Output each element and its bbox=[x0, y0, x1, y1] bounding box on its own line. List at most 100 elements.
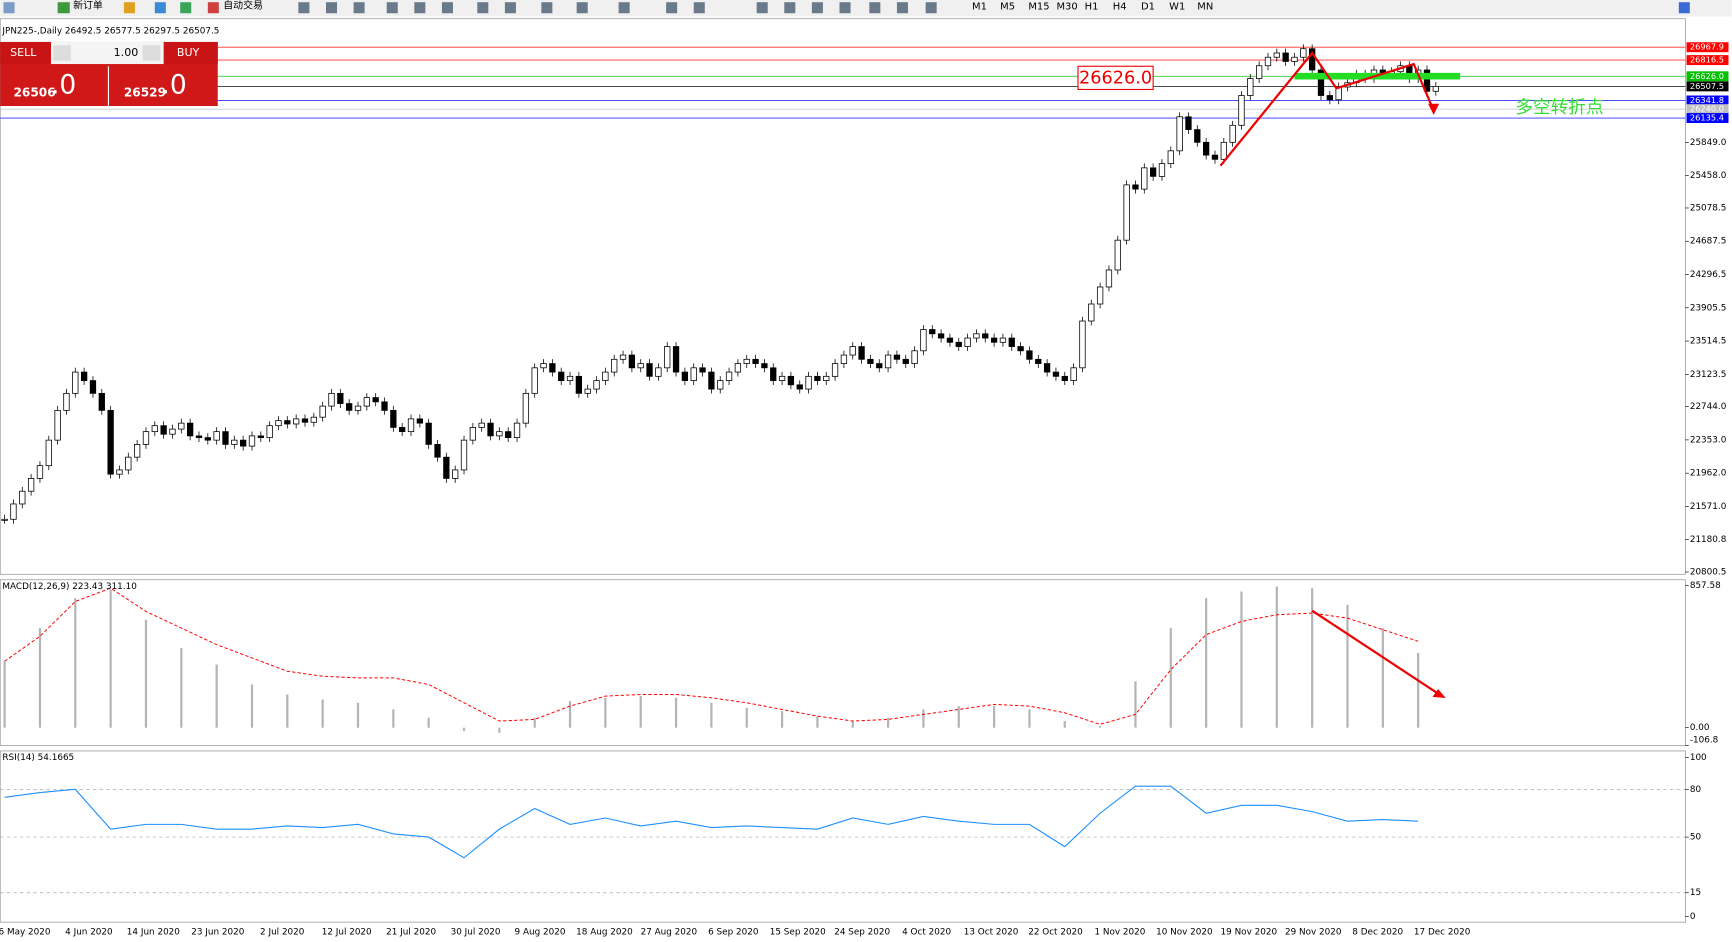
candle bbox=[920, 329, 927, 352]
macd-bar bbox=[533, 717, 536, 728]
candle bbox=[222, 431, 229, 445]
y-tick-label: 24296.5 bbox=[1690, 270, 1727, 280]
macd-bar bbox=[568, 701, 572, 728]
candle bbox=[787, 375, 795, 386]
auto-trading[interactable]: 自动交易 bbox=[223, 0, 263, 12]
icon[interactable] bbox=[896, 2, 908, 14]
icon[interactable] bbox=[325, 2, 338, 14]
toolbar: 新订单 自动交易 M1 M5 M15 M30 bbox=[0, 0, 1732, 17]
candle bbox=[390, 409, 397, 428]
macd-bar bbox=[816, 716, 819, 728]
timeframe[interactable]: M15 bbox=[1028, 2, 1049, 13]
candle bbox=[805, 375, 812, 390]
icon[interactable] bbox=[541, 2, 553, 14]
icon[interactable] bbox=[298, 2, 310, 14]
y-tick-label: 22744.0 bbox=[1690, 402, 1727, 412]
arrow-head bbox=[1428, 103, 1440, 115]
candle bbox=[63, 392, 70, 411]
candle bbox=[937, 333, 945, 339]
sell-button[interactable] bbox=[0, 41, 50, 65]
macd-bar bbox=[1028, 709, 1031, 728]
candle bbox=[575, 375, 583, 394]
spin-up[interactable] bbox=[142, 45, 161, 61]
icon[interactable] bbox=[414, 2, 426, 14]
timeframe[interactable]: M5 bbox=[1000, 2, 1015, 13]
x-tick-label: 2 Jul 2020 bbox=[260, 928, 305, 938]
candle bbox=[160, 425, 167, 435]
timeframe[interactable]: MN bbox=[1197, 2, 1213, 13]
icon[interactable] bbox=[925, 2, 937, 14]
candle bbox=[213, 431, 220, 441]
timeframe[interactable]: H4 bbox=[1113, 2, 1127, 13]
timeframe[interactable]: W1 bbox=[1169, 2, 1185, 13]
icon[interactable] bbox=[180, 2, 192, 14]
icon[interactable] bbox=[576, 2, 588, 14]
x-tick-label: 15 Sep 2020 bbox=[770, 928, 826, 938]
candle bbox=[955, 341, 962, 347]
lots-input[interactable] bbox=[50, 41, 164, 65]
icon[interactable] bbox=[477, 2, 489, 14]
candle bbox=[1273, 52, 1280, 58]
timeframe[interactable]: M30 bbox=[1056, 2, 1077, 13]
icon[interactable] bbox=[693, 2, 705, 14]
macd-bar bbox=[1240, 591, 1243, 728]
icon[interactable] bbox=[839, 2, 851, 14]
icon[interactable] bbox=[1678, 2, 1690, 14]
macd-bar bbox=[1417, 652, 1420, 728]
timeframe[interactable]: D1 bbox=[1141, 2, 1155, 13]
rsi-line bbox=[4, 785, 1419, 859]
candle bbox=[80, 371, 88, 381]
x-tick-label: 29 Nov 2020 bbox=[1285, 928, 1342, 938]
candle bbox=[381, 401, 388, 411]
price-label-bg bbox=[1686, 104, 1729, 115]
sell-label[interactable]: SELL bbox=[10, 46, 37, 59]
candle bbox=[1079, 320, 1086, 369]
candle bbox=[1300, 48, 1307, 58]
icon[interactable] bbox=[353, 2, 365, 14]
candle bbox=[1176, 116, 1183, 152]
candle bbox=[611, 358, 618, 373]
buy-pips[interactable]: .0 bbox=[161, 70, 186, 101]
macd-bar bbox=[710, 702, 713, 728]
icon[interactable] bbox=[504, 2, 516, 14]
icon[interactable] bbox=[154, 2, 166, 14]
icon[interactable] bbox=[57, 2, 70, 14]
timeframe[interactable]: M1 bbox=[972, 2, 987, 13]
icon[interactable] bbox=[207, 2, 219, 14]
icon[interactable] bbox=[441, 2, 453, 14]
icon[interactable] bbox=[3, 2, 15, 14]
y-tick-label: 0.00 bbox=[1690, 723, 1710, 733]
icon[interactable] bbox=[784, 2, 796, 14]
y-tick-label: 23123.5 bbox=[1690, 370, 1727, 380]
candle bbox=[1432, 85, 1439, 92]
candle bbox=[513, 422, 521, 438]
icon[interactable] bbox=[666, 2, 678, 14]
x-tick-label: 19 Nov 2020 bbox=[1221, 928, 1278, 938]
sell-price[interactable]: 26506 bbox=[13, 85, 55, 99]
macd-bar bbox=[1311, 588, 1314, 728]
spin-down[interactable] bbox=[53, 45, 71, 61]
buy-label[interactable]: BUY bbox=[177, 46, 200, 59]
candle bbox=[301, 418, 309, 423]
icon[interactable] bbox=[123, 2, 135, 14]
buy-button[interactable] bbox=[164, 41, 218, 65]
lots[interactable]: 1.00 bbox=[114, 46, 139, 59]
icon[interactable] bbox=[869, 2, 881, 14]
sell-pips[interactable]: .0 bbox=[51, 70, 76, 101]
candle bbox=[1088, 303, 1095, 322]
price-label-bg bbox=[1686, 42, 1729, 53]
icon[interactable] bbox=[386, 2, 398, 14]
x-tick-label: 13 Oct 2020 bbox=[964, 928, 1019, 938]
candle bbox=[195, 435, 203, 438]
icon[interactable] bbox=[618, 2, 630, 14]
candle bbox=[328, 392, 335, 407]
candle bbox=[717, 380, 724, 390]
icon[interactable] bbox=[756, 2, 768, 14]
new-order[interactable]: 新订单 bbox=[73, 0, 103, 12]
macd-bar bbox=[38, 628, 42, 728]
icon[interactable] bbox=[811, 2, 823, 14]
macd-bar bbox=[1346, 604, 1349, 728]
timeframe[interactable]: H1 bbox=[1085, 2, 1099, 13]
buy-price[interactable]: 26529 bbox=[124, 85, 166, 99]
